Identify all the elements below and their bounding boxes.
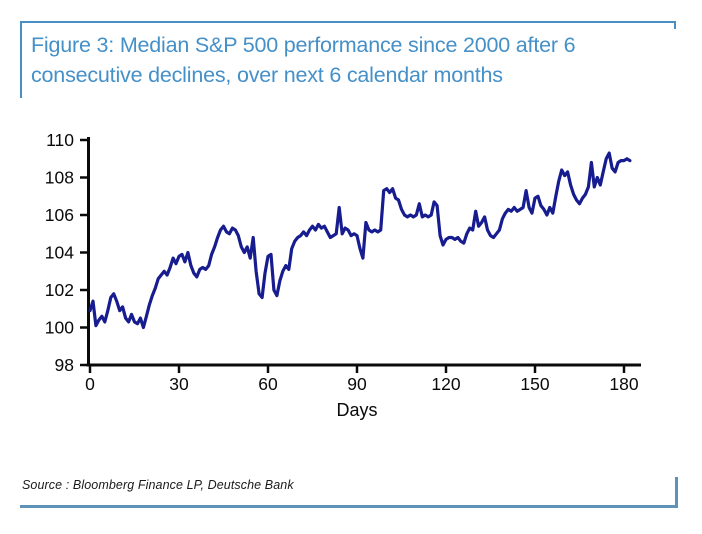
x-axis-tick-label: 180 [609, 374, 638, 394]
source-note: Source : Bloomberg Finance LP, Deutsche … [22, 478, 294, 492]
x-axis-tick-label: 0 [85, 374, 95, 394]
bottom-border-rule [20, 505, 678, 508]
top-border-rule [20, 21, 676, 23]
median-performance-line [88, 151, 632, 330]
y-axis-tick-label: 102 [45, 280, 74, 300]
x-axis-tick-label: 30 [169, 374, 189, 394]
x-axis-tick-label: 90 [347, 374, 367, 394]
x-axis-tick-label: 60 [258, 374, 278, 394]
x-axis-tick-label: 120 [431, 374, 460, 394]
y-axis-tick-label: 110 [46, 130, 74, 150]
x-axis-title: Days [336, 400, 377, 420]
top-border-end-tick [674, 21, 676, 29]
y-axis-tick-label: 108 [45, 168, 74, 188]
y-axis-tick-label: 100 [45, 318, 74, 338]
title-left-rule [20, 21, 22, 98]
y-axis-tick-label: 98 [55, 355, 74, 375]
figure-title: Figure 3: Median S&P 500 performance sin… [31, 30, 691, 90]
y-axis-tick-label: 106 [45, 205, 74, 225]
figure-title-line-2: consecutive declines, over next 6 calend… [31, 63, 503, 87]
y-axis-tick-label: 104 [45, 243, 74, 263]
bottom-border-end-tick [675, 477, 678, 508]
x-axis-tick-label: 150 [520, 374, 549, 394]
figure-title-line-1: Figure 3: Median S&P 500 performance sin… [31, 33, 576, 57]
